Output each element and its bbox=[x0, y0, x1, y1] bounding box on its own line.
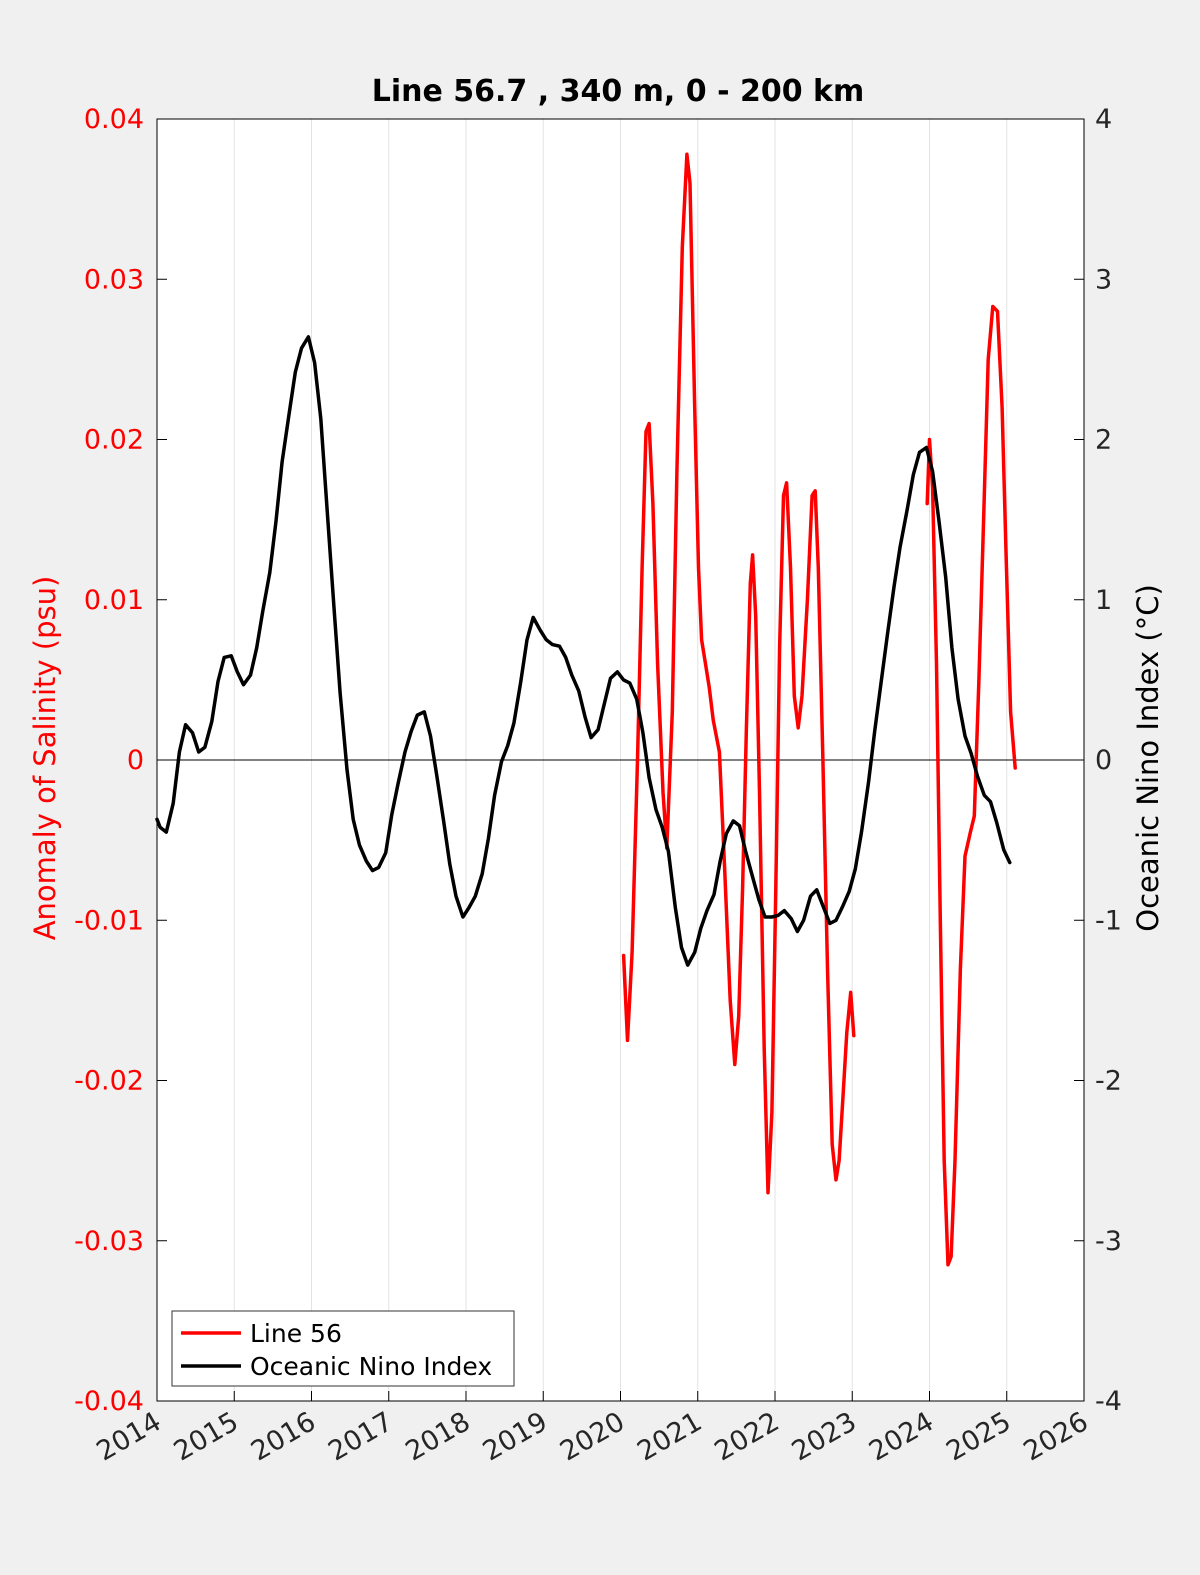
left-y-tick-label-0.02: 0.02 bbox=[84, 425, 144, 456]
legend-label-line-56: Line 56 bbox=[250, 1319, 342, 1348]
right-y-tick-label-0: 0 bbox=[1095, 745, 1112, 776]
left-y-axis-label: Anomaly of Salinity (psu) bbox=[28, 576, 62, 941]
series-line-line-56-segment-2 bbox=[925, 304, 1017, 1267]
left-y-tick-label-0.04: 0.04 bbox=[84, 104, 144, 135]
right-y-tick-label-3: 3 bbox=[1095, 264, 1112, 295]
series-line-oceanic-nino-index-segment-1 bbox=[155, 335, 1012, 967]
axis-ticks bbox=[156, 118, 1085, 1402]
right-y-tick-label--2: -2 bbox=[1095, 1066, 1122, 1097]
right-y-tick-label-4: 4 bbox=[1095, 104, 1112, 135]
left-y-tick-label--0.02: -0.02 bbox=[74, 1066, 144, 1097]
left-y-tick-label--0.03: -0.03 bbox=[74, 1226, 144, 1257]
right-y-tick-label-1: 1 bbox=[1095, 585, 1112, 616]
right-y-tick-label--4: -4 bbox=[1095, 1386, 1122, 1417]
right-y-axis-label: Oceanic Nino Index (°C) bbox=[1131, 584, 1165, 932]
right-y-axis-tick-labels: -4 -3 -2 -1 0 1 2 3 4 bbox=[1095, 104, 1122, 1417]
right-y-tick-label--3: -3 bbox=[1095, 1226, 1122, 1257]
left-y-tick-label--0.01: -0.01 bbox=[74, 905, 144, 936]
right-y-tick-label-2: 2 bbox=[1095, 425, 1112, 456]
legend-label-oceanic-nino-index: Oceanic Nino Index bbox=[250, 1352, 492, 1381]
left-y-tick-label-0: 0 bbox=[127, 745, 144, 776]
legend-box bbox=[171, 1310, 515, 1387]
left-y-tick-label-0.01: 0.01 bbox=[84, 585, 144, 616]
right-y-tick-label--1: -1 bbox=[1095, 905, 1122, 936]
series-line-line-56-segment-1 bbox=[621, 152, 856, 1195]
legend: Line 56 Oceanic Nino Index bbox=[171, 1310, 515, 1387]
left-y-tick-label--0.04: -0.04 bbox=[74, 1386, 144, 1417]
left-y-axis-tick-labels: -0.04 -0.03 -0.02 -0.01 0 0.01 0.02 0.03 0.04 bbox=[74, 104, 144, 1417]
series-layer bbox=[155, 152, 1017, 1267]
left-y-tick-label-0.03: 0.03 bbox=[84, 264, 144, 295]
chart-title: Line 56.7 , 340 m, 0 - 200 km bbox=[372, 74, 865, 109]
